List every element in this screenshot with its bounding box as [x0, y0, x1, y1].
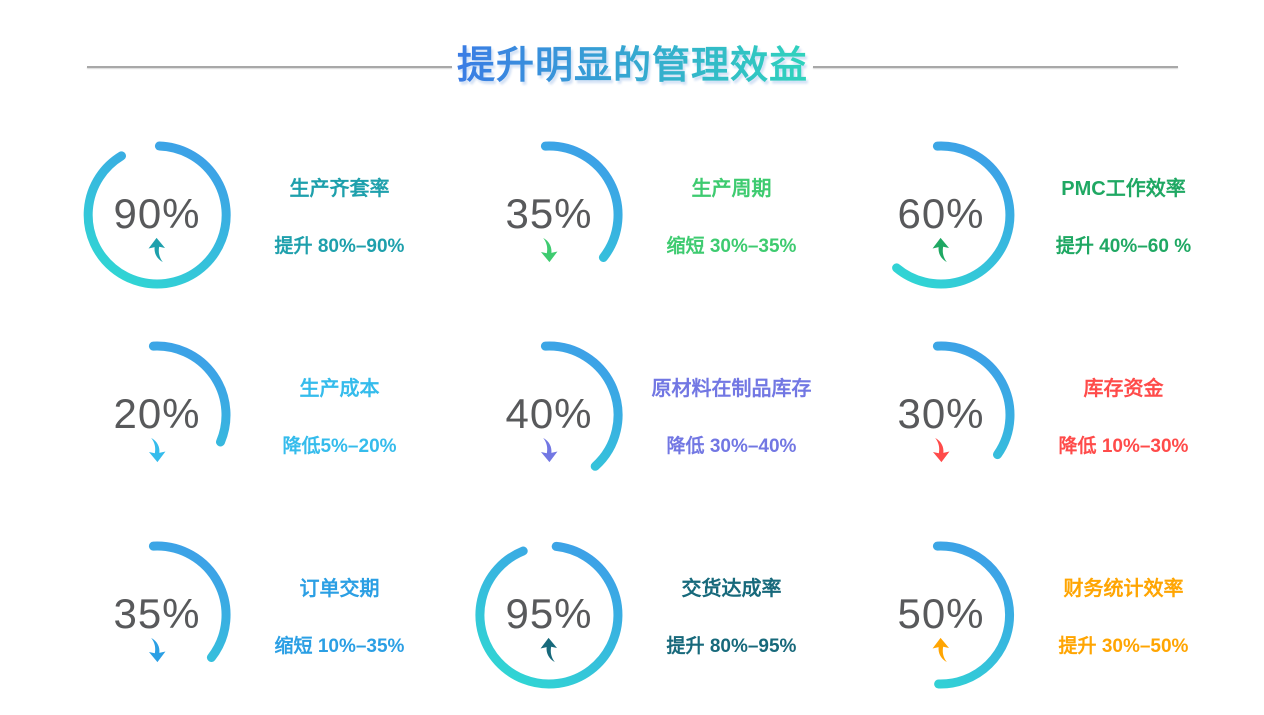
gauge-info: PMC工作效率 提升 40%–60 % [1016, 115, 1261, 315]
gauge-ring: 90% [82, 140, 232, 290]
gauge-arc [932, 341, 1015, 460]
gauge-ring: 30% [866, 340, 1016, 490]
gauge-ring: 35% [474, 140, 624, 290]
gauge-percent: 50% [897, 590, 985, 637]
trend-down-arrow-icon [148, 637, 166, 663]
gauge-percent: 40% [505, 390, 593, 437]
trend-down-arrow-icon [540, 437, 558, 463]
gauge-ring: 35% [82, 540, 232, 690]
gauge-description: 降低 30%–40% [666, 436, 797, 457]
gauge-center: 35% [82, 540, 232, 690]
gauge-card-production-cycle: 35% 生产周期 缩短 30%–35% [474, 115, 869, 315]
gauge-description: 缩短 10%–35% [274, 636, 405, 657]
trend-up-arrow-icon [932, 237, 950, 263]
gauge-label: 生产成本 [299, 378, 380, 400]
gauge-description: 降低 10%–30% [1058, 436, 1189, 457]
gauge-ring: 50% [866, 540, 1016, 690]
gauge-percent: 95% [505, 590, 593, 637]
gauge-center: 90% [82, 140, 232, 290]
gauge-ring: 20% [82, 340, 232, 490]
gauge-card-production-kit-rate: 90% 生产齐套率 提升 80%–90% [82, 115, 477, 315]
gauge-description: 缩短 30%–35% [666, 236, 797, 257]
gauge-info: 原材料在制品库存 降低 30%–40% [624, 315, 869, 515]
gauge-percent: 35% [505, 190, 593, 237]
gauge-info: 财务统计效率 提升 30%–50% [1016, 515, 1261, 715]
gauge-card-order-leadtime: 35% 订单交期 缩短 10%–35% [82, 515, 477, 715]
gauge-card-delivery-achievement: 95% 交货达成率 提升 80%–95% [474, 515, 869, 715]
gauge-percent: 35% [113, 590, 201, 637]
gauge-card-finance-statistics-efficiency: 50% 财务统计效率 提升 30%–50% [866, 515, 1261, 715]
gauge-info: 生产齐套率 提升 80%–90% [232, 115, 477, 315]
gauge-arc [540, 141, 623, 262]
gauge-percent: 20% [113, 390, 201, 437]
gauge-label: 生产齐套率 [289, 178, 390, 200]
gauge-center: 20% [82, 340, 232, 490]
gauge-card-inventory-capital: 30% 库存资金 降低 10%–30% [866, 315, 1261, 515]
page-title: 提升明显的管理效益 [457, 44, 808, 90]
gauge-label: 交货达成率 [681, 578, 782, 600]
gauge-label: 订单交期 [299, 578, 380, 600]
gauge-description: 降低5%–20% [282, 436, 397, 457]
gauge-ring: 95% [474, 540, 624, 690]
gauge-info: 库存资金 降低 10%–30% [1016, 315, 1261, 515]
gauge-description: 提升 80%–90% [274, 236, 405, 257]
gauge-description: 提升 40%–60 % [1055, 236, 1192, 257]
gauge-info: 交货达成率 提升 80%–95% [624, 515, 869, 715]
gauge-description: 提升 80%–95% [666, 636, 797, 657]
gauge-card-production-cost: 20% 生产成本 降低5%–20% [82, 315, 477, 515]
gauge-percent: 90% [113, 190, 201, 237]
gauge-label: PMC工作效率 [1061, 178, 1186, 200]
gauge-label: 原材料在制品库存 [651, 378, 812, 400]
gauge-center: 30% [866, 340, 1016, 490]
trend-up-arrow-icon [148, 237, 166, 263]
gauge-info: 订单交期 缩短 10%–35% [232, 515, 477, 715]
gauge-description: 提升 30%–50% [1058, 636, 1189, 657]
gauge-info: 生产周期 缩短 30%–35% [624, 115, 869, 315]
gauge-arc [83, 141, 231, 289]
gauge-card-pmc-efficiency: 60% PMC工作效率 提升 40%–60 % [866, 115, 1261, 315]
trend-up-arrow-icon [540, 637, 558, 663]
gauge-ring: 60% [866, 140, 1016, 290]
trend-up-arrow-icon [932, 637, 950, 663]
divider-line-right [813, 65, 1179, 68]
gauge-percent: 60% [897, 190, 985, 237]
trend-down-arrow-icon [540, 237, 558, 263]
gauge-percent: 30% [897, 390, 985, 437]
trend-down-arrow-icon [148, 437, 166, 463]
gauge-arc [475, 541, 623, 689]
gauge-center: 95% [474, 540, 624, 690]
gauge-arc [892, 141, 1015, 289]
gauge-ring: 40% [474, 340, 624, 490]
gauge-center: 60% [866, 140, 1016, 290]
gauge-label: 生产周期 [691, 178, 772, 200]
gauge-arc [148, 541, 231, 662]
gauge-arc [932, 541, 1015, 689]
gauge-center: 35% [474, 140, 624, 290]
gauge-info: 生产成本 降低5%–20% [232, 315, 477, 515]
header: 提升明显的管理效益 [87, 44, 1179, 90]
divider-line-left [87, 65, 452, 68]
gauge-card-material-wip-inventory: 40% 原材料在制品库存 降低 30%–40% [474, 315, 869, 515]
trend-down-arrow-icon [932, 437, 950, 463]
gauge-label: 财务统计效率 [1063, 578, 1184, 600]
gauge-arc [540, 341, 623, 471]
gauge-center: 40% [474, 340, 624, 490]
gauge-arc [148, 341, 231, 447]
gauge-label: 库存资金 [1083, 378, 1164, 400]
gauge-center: 50% [866, 540, 1016, 690]
